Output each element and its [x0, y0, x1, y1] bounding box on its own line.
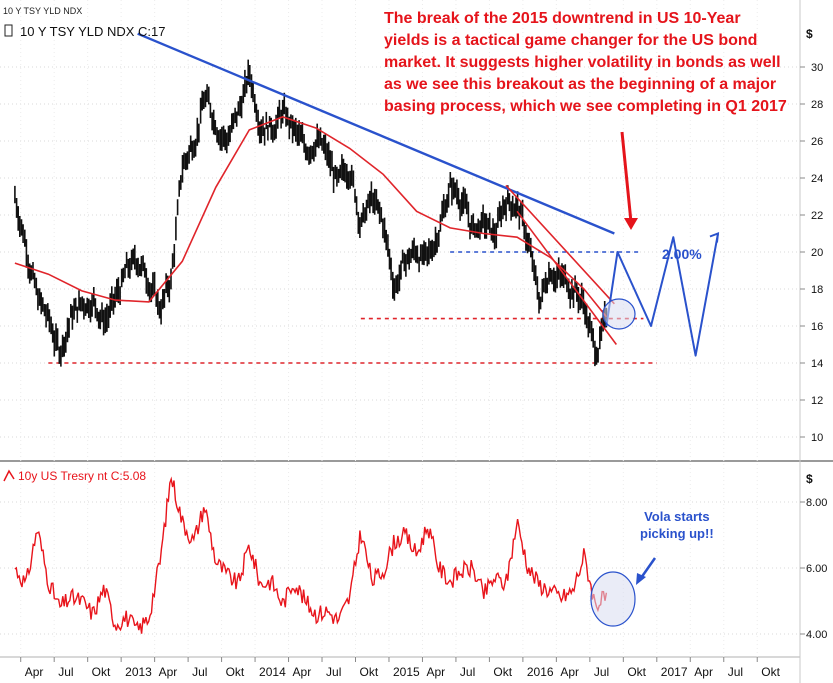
- x-tick-label: Okt: [359, 665, 378, 679]
- trendline-layer: [137, 32, 618, 345]
- y-tick-label: 22: [811, 210, 823, 222]
- commentary-line: as we see this breakout as the beginning…: [384, 76, 777, 93]
- price-layer: [14, 59, 608, 367]
- chart-main-title: 10 Y TSY YLD NDX C:17: [20, 24, 166, 39]
- moving-average-layer: [14, 116, 608, 318]
- y-tick-label: 6.00: [806, 563, 827, 575]
- vola-note-line: Vola starts: [644, 509, 710, 524]
- x-tick-label: Apr: [694, 665, 713, 679]
- vola-note-line: picking up!!: [640, 526, 714, 541]
- downtrend-line: [137, 32, 615, 235]
- vola-arrow: [636, 557, 657, 585]
- x-tick-label: Apr: [560, 665, 579, 679]
- y-tick-label: 30: [811, 62, 823, 74]
- x-tick-label: 2015: [393, 665, 420, 679]
- short-downtrend-line: [505, 184, 615, 305]
- lower-y-axis: 4.00 6.00 8.00: [800, 497, 827, 641]
- commentary-line: The break of the 2015 downtrend in US 10…: [384, 10, 741, 27]
- upper-y-axis: 10 12 14 16 18 20 22 24 26 28 30: [800, 62, 823, 444]
- x-tick-label: 2017: [661, 665, 688, 679]
- price-bars: [14, 59, 608, 367]
- x-tick-label: Jul: [58, 665, 73, 679]
- lower-currency-label: $: [806, 472, 813, 486]
- y-tick-label: 24: [811, 173, 823, 185]
- x-tick-label: Apr: [426, 665, 445, 679]
- indicator-icon: [3, 469, 15, 482]
- breakout-circle: [602, 298, 636, 330]
- y-tick-label: 26: [811, 136, 823, 148]
- x-tick-label: Jul: [594, 665, 609, 679]
- vola-note: Vola starts picking up!!: [640, 508, 714, 542]
- y-tick-label: 14: [811, 358, 823, 370]
- chart-small-title: 10 Y TSY YLD NDX: [3, 6, 82, 16]
- x-tick-label: Okt: [92, 665, 111, 679]
- y-tick-label: 12: [811, 395, 823, 407]
- moving-average-line: [14, 116, 608, 318]
- x-tick-label: Apr: [25, 665, 44, 679]
- commentary-text: The break of the 2015 downtrend in US 10…: [384, 8, 794, 118]
- y-tick-label: 8.00: [806, 497, 827, 509]
- x-tick-label: Okt: [627, 665, 646, 679]
- x-tick-label: Okt: [226, 665, 245, 679]
- lower-panel-title: 10y US Tresry nt C:5.08: [18, 469, 146, 483]
- y-tick-label: 20: [811, 247, 823, 259]
- x-tick-label: 2014: [259, 665, 286, 679]
- chart-type-icon: [4, 24, 13, 37]
- projection-arrowhead: [709, 231, 720, 243]
- currency-label: $: [806, 27, 813, 41]
- x-tick-label: Jul: [192, 665, 207, 679]
- target-label: 2.00%: [662, 246, 702, 262]
- y-tick-label: 4.00: [806, 629, 827, 641]
- volatility-line: [14, 476, 608, 634]
- x-tick-label: Jul: [728, 665, 743, 679]
- x-tick-label: Jul: [460, 665, 475, 679]
- volatility-layer: [14, 476, 608, 634]
- x-axis: Apr Jul Okt 2013 Apr Jul Okt 2014 Apr Jul Okt 2015 A…: [20, 657, 781, 679]
- x-tick-label: 2016: [527, 665, 554, 679]
- commentary-line: basing process, which we see completing …: [384, 98, 787, 115]
- y-tick-label: 28: [811, 99, 823, 111]
- commentary-arrow: [620, 131, 638, 230]
- x-tick-label: Okt: [493, 665, 512, 679]
- y-tick-label: 18: [811, 284, 823, 296]
- y-tick-label: 10: [811, 432, 823, 444]
- commentary-line: yields is a tactical game changer for th…: [384, 32, 758, 49]
- vola-circle: [590, 571, 636, 627]
- x-tick-label: 2013: [125, 665, 152, 679]
- x-tick-label: Jul: [326, 665, 341, 679]
- x-tick-label: Apr: [293, 665, 312, 679]
- commentary-line: market. It suggests higher volatility in…: [384, 54, 781, 71]
- projection-layer: [605, 231, 720, 357]
- y-tick-label: 16: [811, 321, 823, 333]
- x-tick-label: Okt: [761, 665, 780, 679]
- x-tick-label: Apr: [159, 665, 178, 679]
- projection-path: [605, 233, 719, 357]
- short-downtrend-line: [516, 210, 618, 345]
